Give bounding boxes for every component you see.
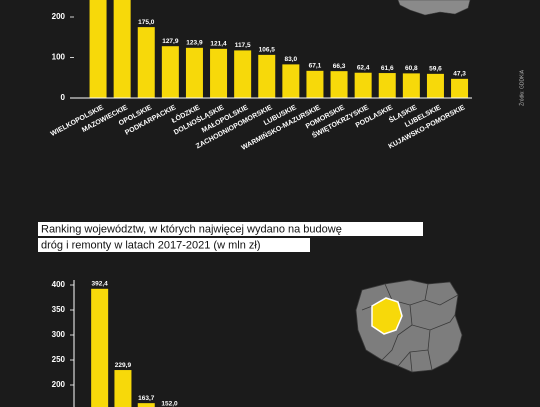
value-label: 66,3 — [333, 63, 346, 70]
y-tick-label: 0 — [61, 93, 66, 102]
bar — [330, 71, 348, 98]
y-tick-label: 250 — [52, 355, 66, 364]
title-group: Ranking województw, w których najwięcej … — [38, 222, 423, 252]
bar — [161, 46, 179, 98]
bar — [282, 64, 300, 98]
value-label: 175,0 — [138, 19, 155, 26]
bar — [137, 27, 155, 98]
plot — [89, 0, 469, 98]
value-label: 106,5 — [259, 47, 276, 54]
value-label: 117,5 — [235, 42, 251, 49]
value-label: 83,0 — [285, 56, 298, 63]
value-label: 59,6 — [429, 66, 442, 73]
y-tick-label: 400 — [52, 280, 66, 289]
bar — [210, 48, 228, 98]
value-label: 61,6 — [381, 65, 394, 72]
bar — [91, 288, 109, 407]
chart-title: Ranking województw, w których najwięcej … — [41, 223, 342, 235]
poland-map — [355, 279, 463, 373]
bar — [354, 72, 372, 98]
value-label: 127,9 — [162, 38, 179, 45]
value-label: 163,7 — [138, 395, 155, 402]
bar — [402, 73, 420, 98]
value-label: 392,4 — [92, 281, 109, 288]
bar — [258, 54, 276, 98]
value-label: 229,9 — [115, 362, 132, 369]
value-label: 62,4 — [357, 64, 370, 71]
bar — [89, 0, 107, 98]
title-bg — [38, 238, 310, 252]
value-label: 60,8 — [405, 65, 418, 72]
bar — [113, 0, 131, 98]
bar — [137, 403, 155, 407]
value-label: 67,1 — [309, 63, 322, 70]
bar — [185, 47, 203, 98]
bar — [378, 73, 396, 98]
bar — [451, 78, 469, 98]
y-tick-label: 350 — [52, 305, 66, 314]
y-tick-label: 300 — [52, 330, 66, 339]
chart-title: dróg i remonty w latach 2017-2021 (w mln… — [41, 239, 260, 251]
source-note: Źródło: GDDKiA — [518, 69, 525, 106]
y-tick-label: 200 — [52, 380, 66, 389]
y-tick-label: 100 — [52, 53, 66, 62]
y-tick-label: 200 — [52, 12, 66, 21]
bar — [234, 50, 252, 98]
map-fragment — [397, 0, 471, 16]
value-label: 152,0 — [161, 401, 178, 407]
value-label: 121,4 — [210, 41, 227, 48]
bar — [426, 73, 444, 98]
bar — [114, 370, 132, 407]
value-label: 47,3 — [453, 71, 466, 78]
bar — [306, 70, 324, 98]
plot — [91, 288, 155, 407]
value-label: 123,9 — [186, 40, 203, 47]
title-bg — [38, 222, 423, 236]
